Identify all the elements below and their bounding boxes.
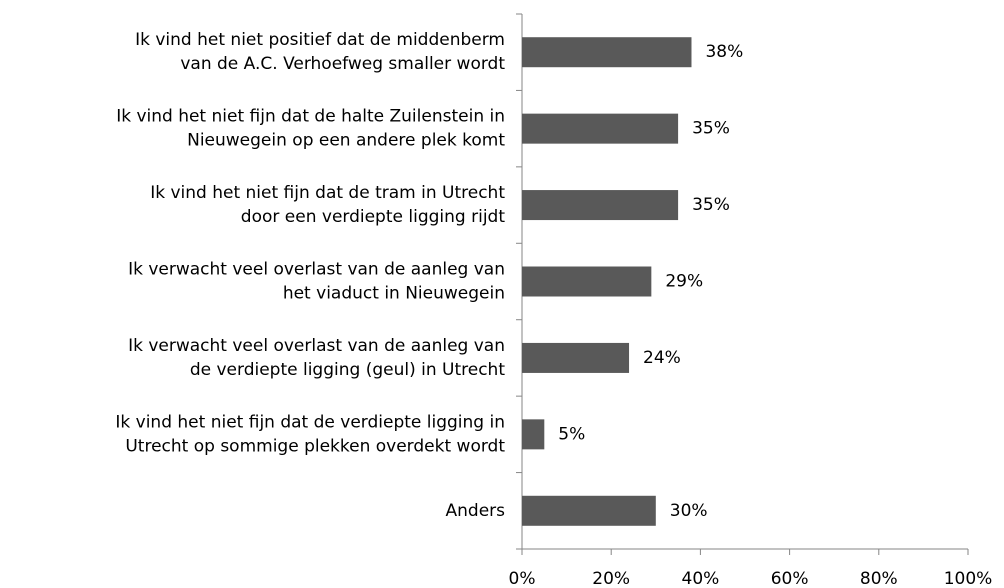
category-label-line: Ik verwacht veel overlast van de aanleg … [128, 260, 505, 280]
category-label-line: Ik vind het niet fijn dat de verdiepte l… [115, 412, 505, 432]
bar [522, 419, 545, 450]
category-label-line: door een verdiepte ligging rijdt [241, 207, 506, 227]
category-label-line: Ik vind het niet positief dat de middenb… [135, 30, 505, 50]
category-label-line: Nieuwegein op een andere plek komt [187, 131, 505, 151]
bar [522, 113, 679, 144]
bar [522, 342, 630, 373]
data-label: 38% [705, 42, 743, 62]
data-label: 35% [692, 119, 730, 139]
x-tick-label: 40% [682, 569, 720, 588]
category-label-line: de verdiepte ligging (geul) in Utrecht [190, 360, 505, 380]
category-label: Ik vind het niet positief dat de middenb… [135, 30, 505, 74]
category-label-line: Ik vind het niet fijn dat de tram in Utr… [150, 183, 505, 203]
category-label-line: van de A.C. Verhoefweg smaller wordt [180, 54, 505, 74]
bar [522, 190, 679, 221]
bar [522, 495, 656, 526]
category-label-line: Anders [446, 501, 506, 521]
category-label: Ik vind het niet fijn dat de halte Zuile… [116, 107, 505, 151]
category-label-line: Ik vind het niet fijn dat de halte Zuile… [116, 107, 505, 127]
category-label-line: het viaduct in Nieuwegein [283, 284, 505, 304]
category-label: Anders [446, 501, 506, 521]
data-label: 29% [665, 272, 703, 292]
category-label: Ik vind het niet fijn dat de tram in Utr… [150, 183, 505, 227]
data-label: 24% [643, 348, 681, 368]
x-tick-label: 80% [860, 569, 898, 588]
category-label-line: Ik verwacht veel overlast van de aanleg … [128, 336, 505, 356]
category-label: Ik verwacht veel overlast van de aanleg … [128, 336, 505, 380]
x-tick-label: 0% [509, 569, 536, 588]
data-label: 5% [558, 424, 585, 444]
bar [522, 37, 692, 68]
x-tick-label: 100% [944, 569, 993, 588]
category-label-line: Utrecht op sommige plekken overdekt word… [125, 436, 505, 456]
category-label: Ik vind het niet fijn dat de verdiepte l… [115, 412, 505, 456]
bar [522, 266, 652, 297]
x-tick-label: 60% [771, 569, 809, 588]
data-label: 35% [692, 195, 730, 215]
x-tick-label: 20% [592, 569, 630, 588]
data-label: 30% [670, 501, 708, 521]
category-label: Ik verwacht veel overlast van de aanleg … [128, 260, 505, 304]
